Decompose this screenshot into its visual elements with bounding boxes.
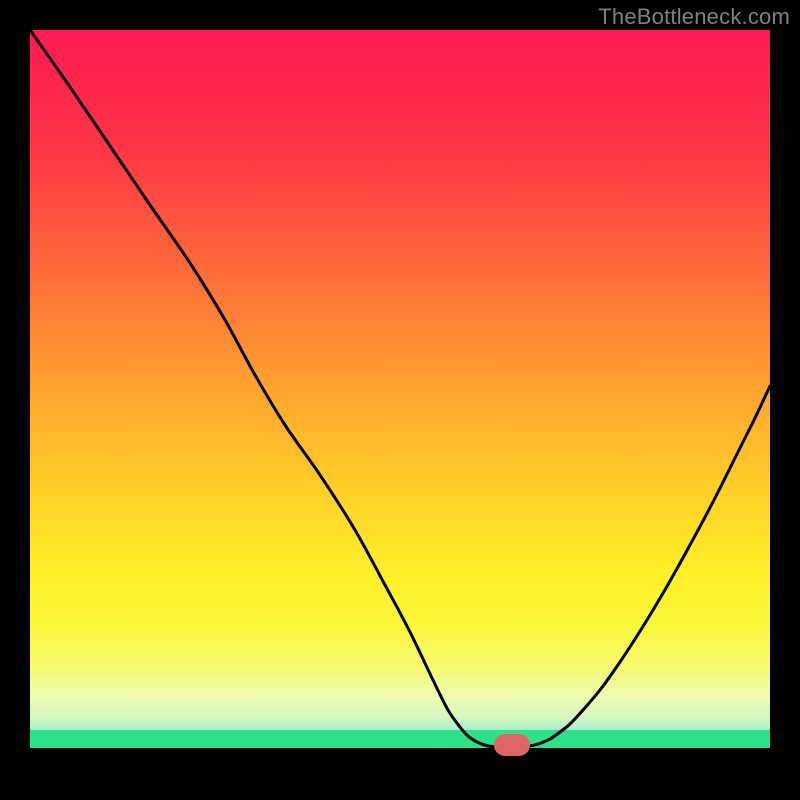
plot-area (30, 30, 770, 770)
bottleneck-curve (30, 30, 770, 770)
attribution-label: TheBottleneck.com (598, 4, 790, 30)
bottleneck-chart: TheBottleneck.com (0, 0, 800, 800)
curve-path (30, 30, 770, 747)
optimal-marker (494, 734, 530, 756)
